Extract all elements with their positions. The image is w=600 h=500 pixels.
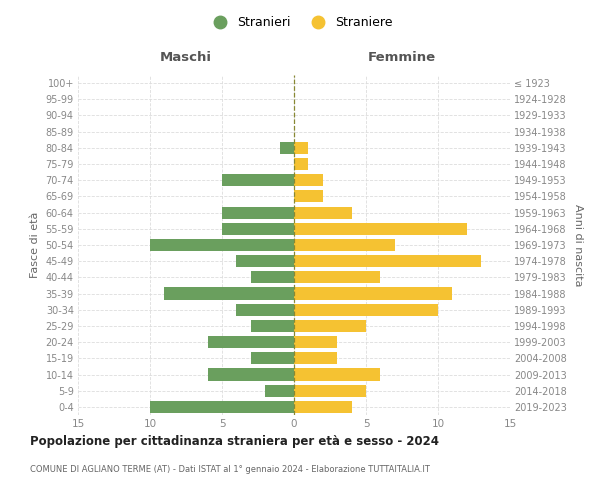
Bar — [208, 368, 294, 380]
Bar — [236, 304, 294, 316]
Bar — [150, 239, 294, 251]
Bar — [294, 222, 467, 235]
Bar — [294, 190, 323, 202]
Bar — [251, 320, 294, 332]
Bar — [280, 142, 294, 154]
Bar — [294, 384, 366, 397]
Bar — [294, 304, 438, 316]
Bar — [222, 222, 294, 235]
Bar — [251, 352, 294, 364]
Bar — [294, 352, 337, 364]
Bar — [164, 288, 294, 300]
Y-axis label: Fasce di età: Fasce di età — [30, 212, 40, 278]
Bar — [294, 401, 352, 413]
Bar — [222, 206, 294, 218]
Bar — [222, 174, 294, 186]
Text: COMUNE DI AGLIANO TERME (AT) - Dati ISTAT al 1° gennaio 2024 - Elaborazione TUTT: COMUNE DI AGLIANO TERME (AT) - Dati ISTA… — [30, 465, 430, 474]
Bar — [294, 239, 395, 251]
Bar — [294, 368, 380, 380]
Y-axis label: Anni di nascita: Anni di nascita — [572, 204, 583, 286]
Legend: Stranieri, Straniere: Stranieri, Straniere — [202, 11, 398, 34]
Bar — [236, 255, 294, 268]
Bar — [294, 336, 337, 348]
Text: Popolazione per cittadinanza straniera per età e sesso - 2024: Popolazione per cittadinanza straniera p… — [30, 435, 439, 448]
Bar — [294, 142, 308, 154]
Bar — [294, 158, 308, 170]
Bar — [294, 288, 452, 300]
Bar — [150, 401, 294, 413]
Bar — [294, 255, 481, 268]
Bar — [208, 336, 294, 348]
Bar — [294, 206, 352, 218]
Text: Maschi: Maschi — [160, 52, 212, 64]
Bar — [294, 320, 366, 332]
Bar — [294, 272, 380, 283]
Bar — [294, 174, 323, 186]
Text: Femmine: Femmine — [368, 52, 436, 64]
Bar — [265, 384, 294, 397]
Bar — [251, 272, 294, 283]
